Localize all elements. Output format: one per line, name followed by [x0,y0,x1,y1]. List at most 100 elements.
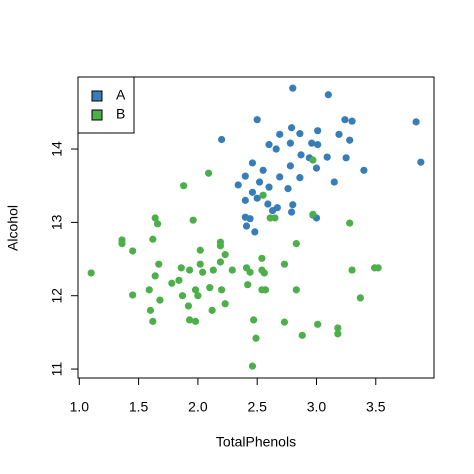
y-tick-label: 11 [49,362,65,377]
point [286,162,294,170]
y-tick-label: 12 [49,288,65,304]
point [260,269,268,277]
legend-swatch [91,109,103,121]
point [178,292,187,300]
point [280,260,289,268]
point [412,118,420,126]
y-tick-label: 14 [49,141,65,157]
x-tick-label: 3.5 [366,399,386,415]
point [335,130,343,138]
point [417,158,425,166]
point [194,292,202,300]
point [252,334,260,342]
point [284,185,292,193]
point [151,214,159,222]
point [348,117,356,125]
point [221,251,229,259]
point [348,266,356,274]
point [259,191,267,199]
point [269,207,277,215]
point [189,216,197,224]
legend-label: B [116,106,125,122]
point [298,331,306,339]
point [248,188,257,196]
point [276,173,284,181]
point [196,246,204,254]
point [287,124,296,132]
point [356,294,364,302]
point [242,222,251,230]
point [341,116,349,124]
point [177,264,185,272]
point [228,266,236,274]
x-tick-label: 2.0 [188,399,208,415]
point [241,196,249,204]
point [151,272,159,280]
point [156,296,164,304]
point [168,279,176,287]
point [185,316,194,324]
point [155,260,163,268]
point [246,215,254,223]
legend-swatch [91,90,103,102]
point [196,260,204,268]
point [314,127,322,135]
point [180,182,188,190]
point [334,330,342,338]
point [259,166,267,174]
point [334,324,342,332]
point [216,238,225,246]
point [129,247,137,255]
point [324,91,332,99]
point [346,136,354,144]
x-tick-label: 1.0 [70,399,90,415]
point [221,300,229,308]
point [280,318,289,326]
point [323,153,331,161]
point [346,219,354,227]
point [276,130,284,138]
point [314,141,322,149]
point [292,240,300,248]
point [261,286,270,294]
point [87,269,95,277]
legend-box [77,76,135,134]
point [248,159,257,167]
point [246,268,254,276]
point [309,210,317,218]
point [255,178,264,186]
point [175,276,183,284]
point [241,172,249,180]
point [309,156,317,164]
point [287,208,296,216]
point [308,139,316,147]
point [191,286,200,294]
point [296,130,304,138]
x-tick-label: 2.5 [247,399,267,415]
point [342,154,350,162]
point [251,228,259,236]
point [360,166,368,174]
point [149,235,157,243]
point [204,169,213,177]
point [374,264,382,272]
y-tick-label: 13 [49,214,65,230]
point [250,316,258,324]
point [218,135,226,144]
point [297,151,305,159]
point [258,254,266,262]
point [244,281,252,289]
point [286,139,294,147]
point [265,141,273,149]
point [129,291,137,299]
point [146,306,155,314]
point [248,362,257,370]
x-tick-label: 3.0 [307,399,327,415]
point [218,286,226,294]
point [234,181,242,189]
point [208,306,216,314]
point [185,266,194,274]
point [289,84,297,92]
